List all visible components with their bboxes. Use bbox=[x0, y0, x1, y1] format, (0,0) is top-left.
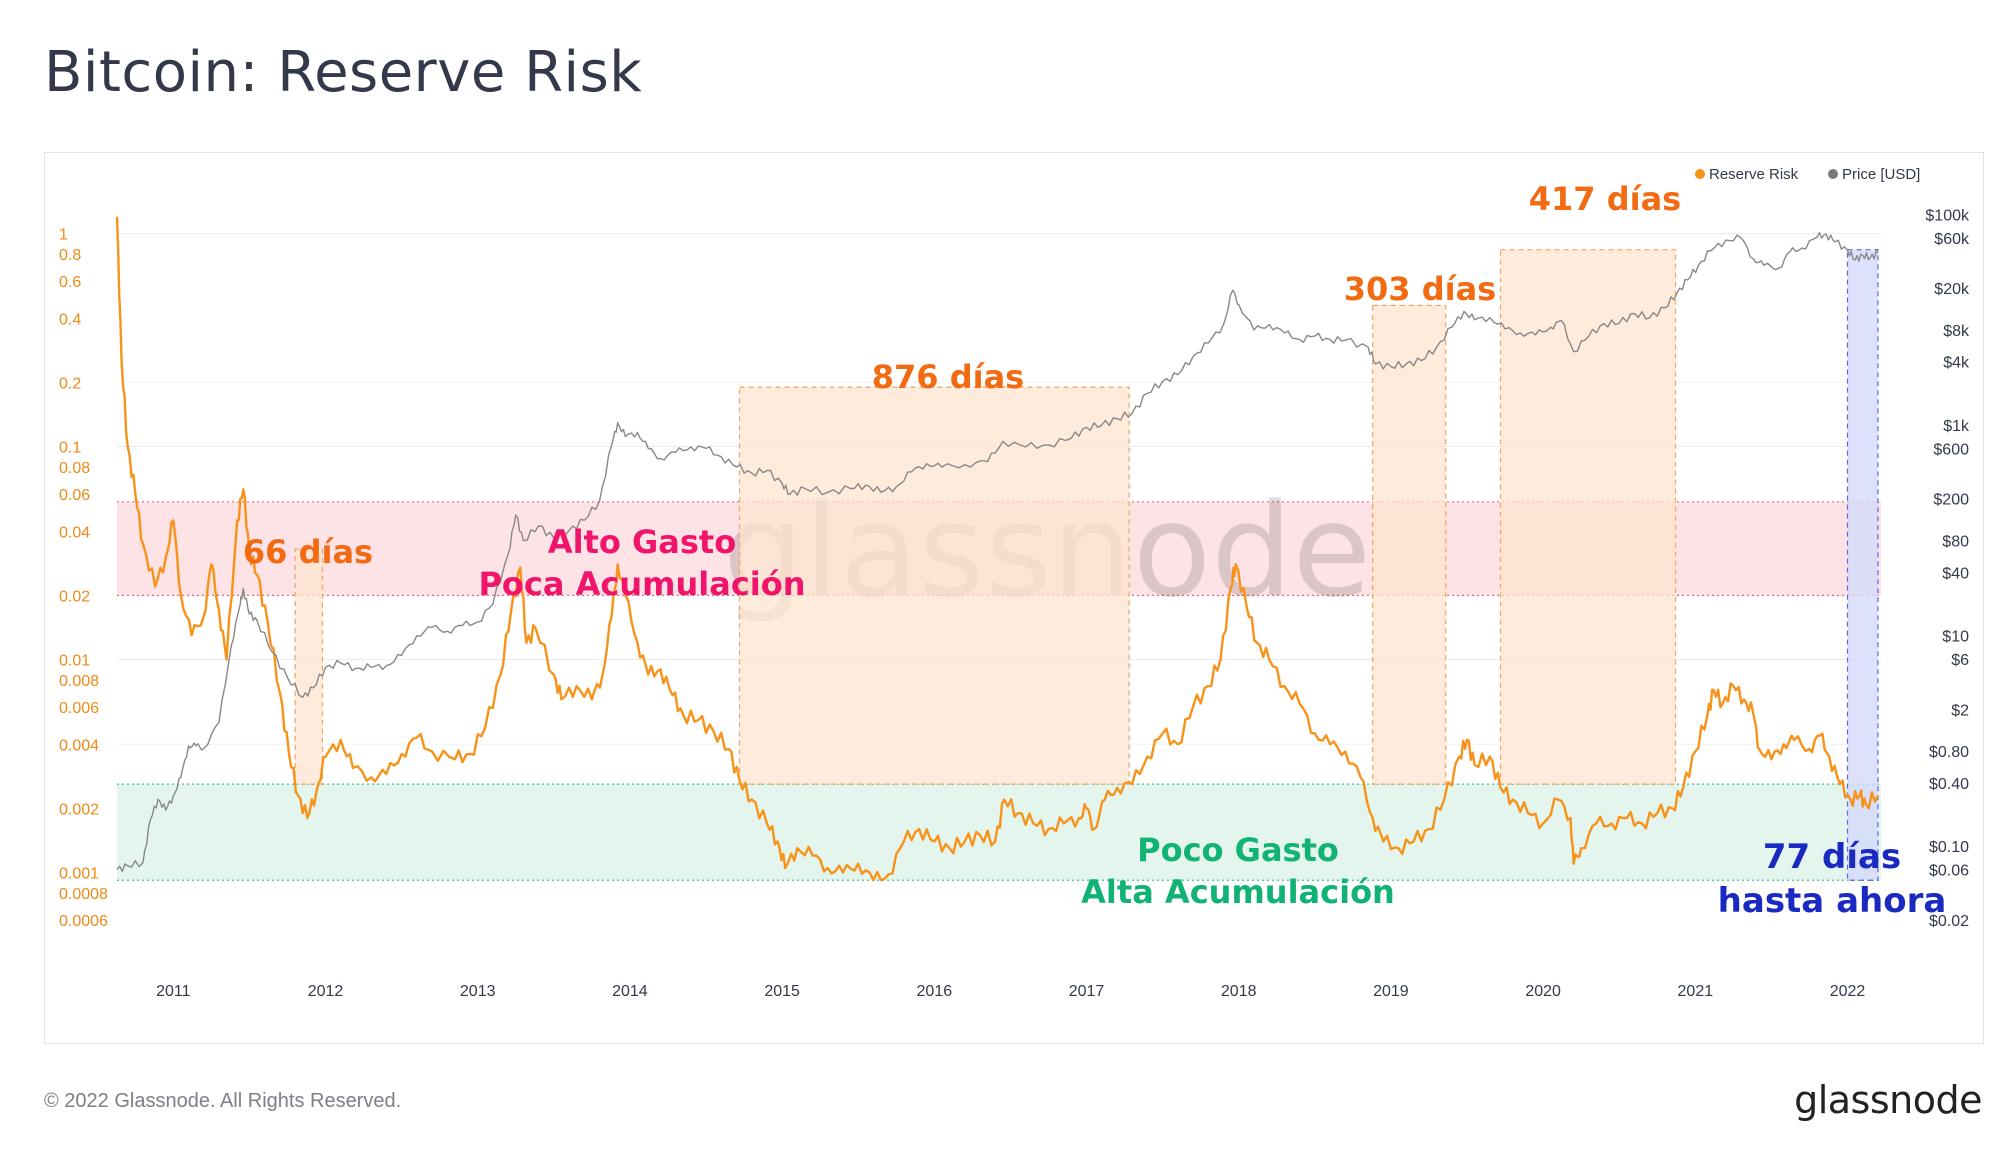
legend-price-dot bbox=[1828, 169, 1838, 179]
right-tick-label: $8k bbox=[1943, 323, 1970, 340]
left-tick-label: 0.001 bbox=[59, 866, 99, 883]
right-tick-label: $100k bbox=[1925, 207, 1970, 224]
left-tick-label: 0.1 bbox=[59, 440, 81, 457]
legend-price-label[interactable]: Price [USD] bbox=[1842, 166, 1920, 183]
annotation-current-line2: hasta ahora bbox=[1718, 881, 1947, 921]
reserve-risk-line bbox=[115, 216, 1880, 882]
low-spending-zone bbox=[117, 784, 1881, 881]
right-tick-label: $0.80 bbox=[1929, 744, 1969, 761]
annotation-high-line2: Poca Acumulación bbox=[478, 565, 805, 603]
left-tick-label: 0.6 bbox=[59, 274, 81, 291]
left-tick-label: 0.02 bbox=[59, 588, 90, 605]
x-tick-label: 2013 bbox=[460, 983, 496, 1000]
axis-ticks: 1 0.8 0.6 0.4 0.2 0.1 0.08 0.06 0.04 0.02 0.01 0.00… bbox=[59, 207, 1970, 1000]
left-tick-label: 0.006 bbox=[59, 700, 99, 717]
annotation-303-days: 303 días bbox=[1344, 270, 1496, 308]
series-lines bbox=[115, 216, 1880, 882]
right-tick-label: $20k bbox=[1934, 281, 1970, 298]
current-period-box bbox=[1846, 249, 1879, 881]
left-tick-label: 0.0006 bbox=[59, 913, 108, 930]
right-tick-label: $2 bbox=[1951, 702, 1969, 719]
right-tick-label: $600 bbox=[1933, 441, 1969, 458]
x-tick-label: 2014 bbox=[612, 983, 648, 1000]
day-box-days876 bbox=[738, 386, 1130, 785]
right-tick-label: $200 bbox=[1933, 492, 1969, 509]
x-tick-label: 2016 bbox=[917, 983, 953, 1000]
x-tick-label: 2012 bbox=[308, 983, 344, 1000]
x-tick-label: 2022 bbox=[1830, 983, 1866, 1000]
legend-reserve-risk-dot bbox=[1695, 169, 1705, 179]
x-tick-label: 2018 bbox=[1221, 983, 1257, 1000]
left-tick-label: 0.002 bbox=[59, 801, 99, 818]
legend-reserve-risk-label[interactable]: Reserve Risk bbox=[1709, 166, 1799, 183]
left-tick-label: 0.0008 bbox=[59, 886, 108, 903]
x-tick-label: 2019 bbox=[1373, 983, 1409, 1000]
x-tick-label: 2015 bbox=[764, 983, 800, 1000]
chart-svg: glassnode 10.80.60.40.20.10.080.060.040.… bbox=[59, 166, 1970, 1000]
right-tick-label: $10 bbox=[1942, 629, 1969, 646]
day-box-days66 bbox=[294, 548, 324, 785]
left-tick-label: 0.8 bbox=[59, 247, 81, 264]
chart-frame: glassnode 10.80.60.40.20.10.080.060.040.… bbox=[44, 152, 1984, 1044]
annotation-current-line1: 77 días bbox=[1763, 837, 1901, 877]
day-box-days417 bbox=[1499, 249, 1677, 785]
day-box-days303 bbox=[1372, 304, 1447, 785]
left-tick-label: 0.4 bbox=[59, 311, 81, 328]
x-tick-label: 2011 bbox=[156, 983, 191, 1000]
right-tick-label: $1k bbox=[1943, 418, 1970, 435]
right-tick-label: $80 bbox=[1942, 534, 1969, 551]
right-tick-label: $6 bbox=[1951, 652, 1969, 669]
legend[interactable]: Reserve Risk Price [USD] bbox=[1695, 166, 1920, 183]
x-tick-label: 2017 bbox=[1069, 983, 1105, 1000]
right-tick-label: $0.06 bbox=[1929, 863, 1969, 880]
left-tick-label: 0.01 bbox=[59, 653, 90, 670]
footer-copyright: © 2022 Glassnode. All Rights Reserved. bbox=[44, 1090, 402, 1112]
right-tick-label: $0.10 bbox=[1929, 839, 1969, 856]
annotation-high-line1: Alto Gasto bbox=[548, 523, 736, 561]
x-tick-label: 2020 bbox=[1525, 983, 1561, 1000]
left-tick-label: 0.004 bbox=[59, 737, 99, 754]
page-title: Bitcoin: Reserve Risk bbox=[44, 40, 643, 105]
right-tick-label: $4k bbox=[1943, 355, 1970, 372]
annotations: 66 días 876 días 303 días 417 días Alto … bbox=[243, 180, 1946, 921]
annotation-66-days: 66 días bbox=[243, 533, 373, 571]
left-tick-label: 0.08 bbox=[59, 460, 90, 477]
left-tick-label: 0.04 bbox=[59, 524, 90, 541]
annotation-417-days: 417 días bbox=[1529, 180, 1681, 218]
left-tick-label: 0.2 bbox=[59, 375, 81, 392]
x-tick-label: 2021 bbox=[1678, 983, 1714, 1000]
left-tick-label: 0.06 bbox=[59, 487, 90, 504]
left-tick-label: 1 bbox=[59, 227, 68, 244]
right-tick-label: $60k bbox=[1934, 231, 1970, 248]
annotation-876-days: 876 días bbox=[872, 358, 1024, 396]
footer-logo[interactable]: glassnode bbox=[1794, 1078, 1982, 1122]
day-boxes bbox=[294, 249, 1879, 881]
right-tick-label: $0.02 bbox=[1929, 913, 1969, 930]
annotation-low-line1: Poco Gasto bbox=[1137, 831, 1339, 869]
right-tick-label: $40 bbox=[1942, 565, 1969, 582]
left-tick-label: 0.008 bbox=[59, 673, 99, 690]
price-line bbox=[116, 232, 1879, 873]
right-tick-label: $0.40 bbox=[1929, 776, 1969, 793]
annotation-low-line2: Alta Acumulación bbox=[1081, 873, 1395, 911]
